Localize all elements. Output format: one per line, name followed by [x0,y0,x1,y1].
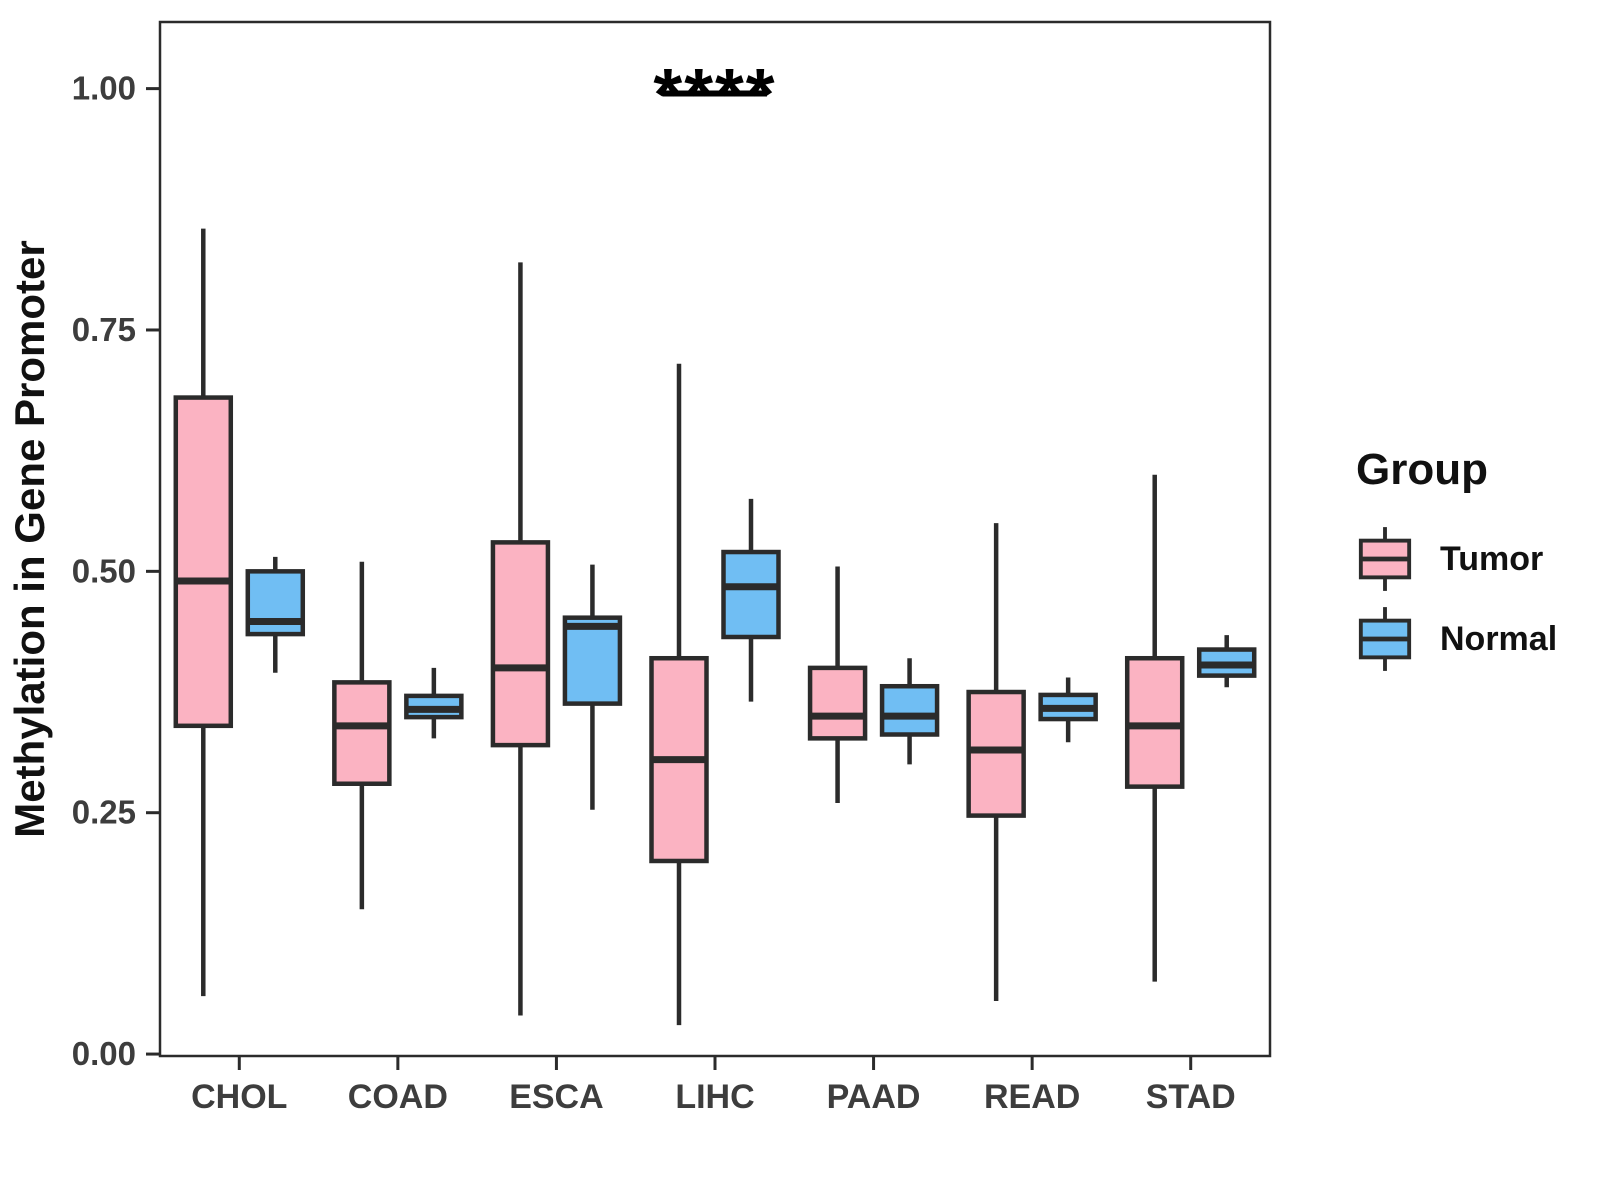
tumor-boxplot-glyph-icon [1358,527,1412,591]
x-tick-label-PAAD: PAAD [827,1078,921,1116]
box-COAD-Tumor [332,680,392,786]
legend: Group Tumor Normal [1356,448,1557,674]
x-tick-label-READ: READ [984,1078,1080,1116]
box-PAAD-Normal [879,683,940,737]
x-tick-label-ESCA: ESCA [509,1078,603,1116]
significance-stars: **** [653,53,776,136]
x-tick-label-CHOL: CHOL [191,1078,287,1116]
y-tick-label-0.25: 0.25 [72,794,136,831]
box-PAAD-Tumor [807,665,868,741]
legend-item-normal[interactable]: Normal [1356,604,1557,674]
x-tick-label-LIHC: LIHC [675,1078,754,1116]
legend-label-tumor: Tumor [1440,540,1544,578]
y-tick-label-0.50: 0.50 [72,552,136,589]
legend-label-normal: Normal [1440,620,1558,658]
legend-title: Group [1356,445,1488,494]
y-tick-label-0.00: 0.00 [72,1035,136,1072]
legend-item-tumor[interactable]: Tumor [1356,524,1557,594]
box-CHOL-Tumor [173,395,234,729]
y-tick-label-1.00: 1.00 [72,70,136,107]
x-tick-label-COAD: COAD [348,1078,448,1116]
box-READ-Tumor [966,689,1026,818]
y-axis-title: Methylation in Gene Promoter [6,240,53,837]
plot-panel [158,20,1272,1058]
box-ESCA-Tumor [490,540,551,748]
box-LIHC-Normal [721,549,781,640]
x-tick-label-STAD: STAD [1146,1078,1236,1116]
normal-boxplot-glyph-icon [1358,607,1412,671]
y-tick-label-0.75: 0.75 [72,311,136,348]
box-ESCA-Normal [562,615,623,706]
